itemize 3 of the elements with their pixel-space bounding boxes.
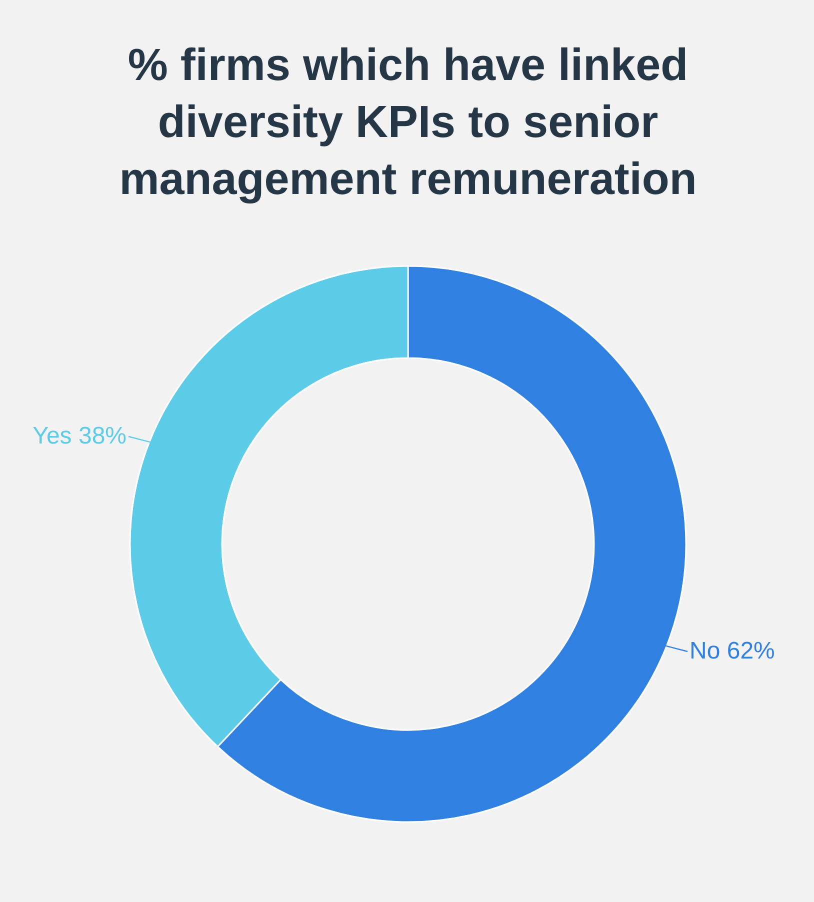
chart-title: % firms which have linked diversity KPIs to senior management remuneration	[119, 39, 697, 204]
slice-label: Yes 38%	[32, 422, 127, 450]
slice-label: No 62%	[689, 637, 775, 664]
